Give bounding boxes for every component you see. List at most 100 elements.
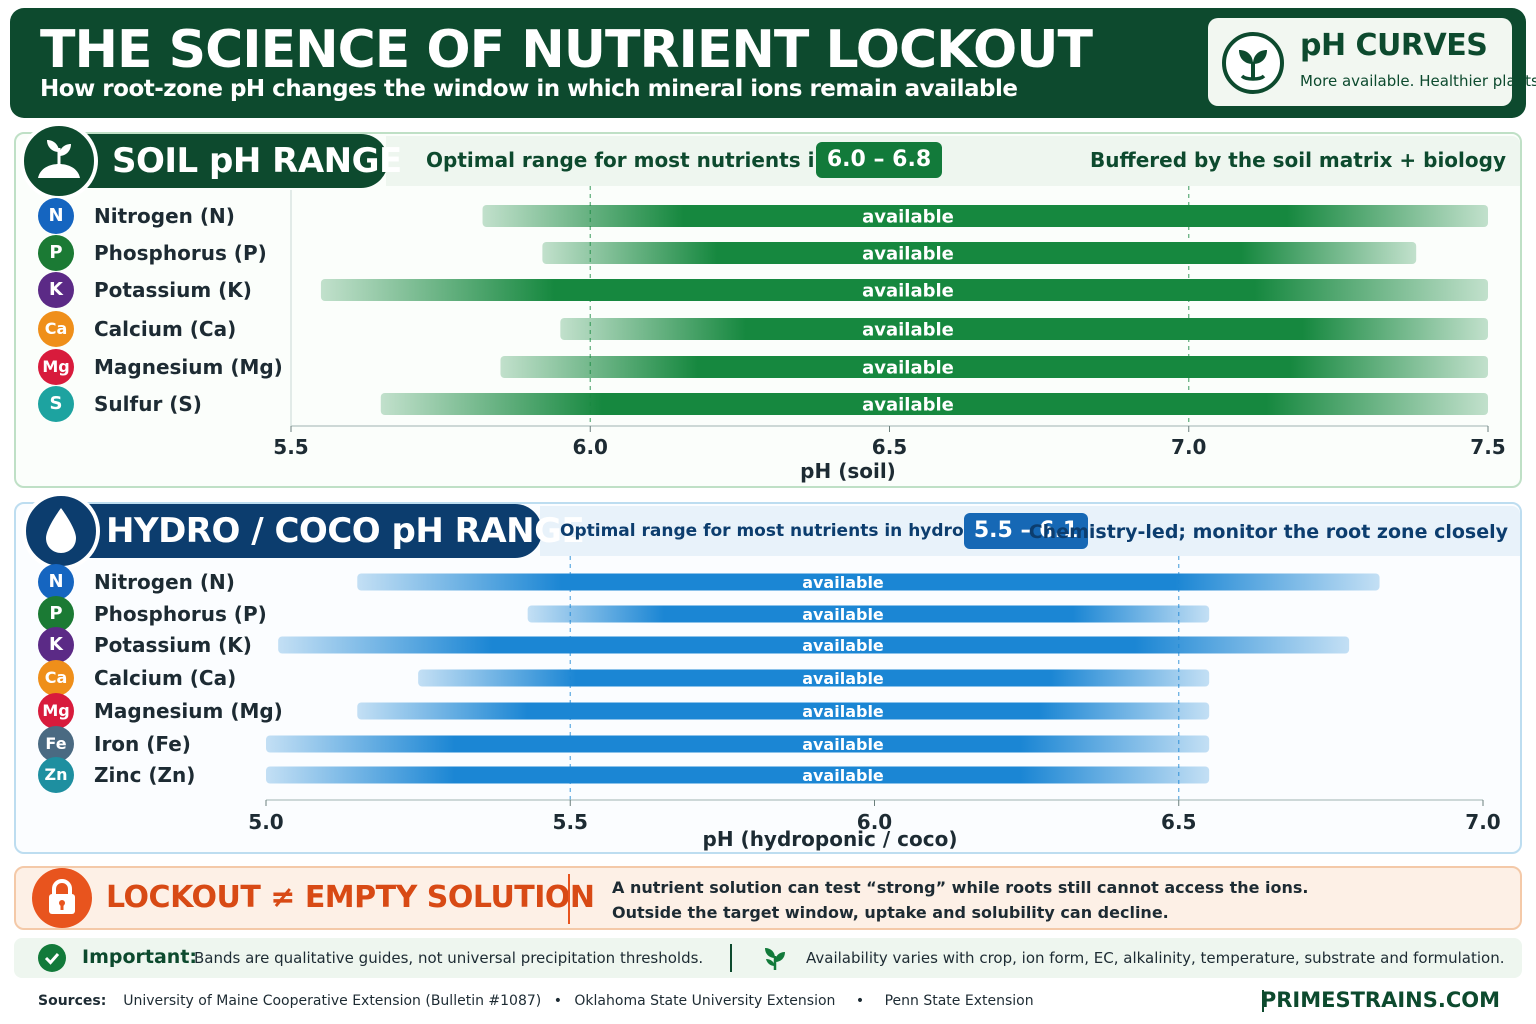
hydro-tick-label: 5.5 bbox=[553, 810, 588, 834]
hydro-bar-label: available bbox=[802, 605, 884, 624]
brand-link[interactable]: PRIMESTRAINS.COM bbox=[1260, 988, 1500, 1012]
hydro-bar-zn bbox=[266, 766, 1210, 784]
soil-bar-p bbox=[542, 242, 1417, 264]
lockout-line-2: Outside the target window, uptake and so… bbox=[612, 903, 1169, 922]
nutrient-name: Nitrogen (N) bbox=[94, 570, 235, 594]
nutrient-name: Potassium (K) bbox=[94, 633, 252, 657]
nutrient-symbol-badge: N bbox=[38, 198, 74, 234]
hydro-bar-k bbox=[278, 636, 1350, 654]
hydro-x-axis-label: pH (hydroponic / coco) bbox=[703, 827, 958, 851]
nutrient-name: Calcium (Ca) bbox=[94, 317, 237, 341]
nutrient-name: Phosphorus (P) bbox=[94, 241, 267, 265]
soil-bar-label: available bbox=[862, 280, 954, 301]
hydro-bar-label: available bbox=[802, 669, 884, 688]
water-drop-icon bbox=[22, 492, 100, 570]
soil-section-tab: SOIL pH RANGE bbox=[60, 134, 402, 188]
badge-subtitle: More available. Healthier plants. bbox=[1300, 72, 1536, 90]
check-icon bbox=[38, 944, 66, 972]
nutrient-name: Zinc (Zn) bbox=[94, 763, 196, 787]
nutrient-symbol-badge: K bbox=[38, 272, 74, 308]
nutrient-symbol-badge: Ca bbox=[38, 311, 74, 347]
important-text: Bands are qualitative guides, not univer… bbox=[194, 949, 704, 967]
nutrient-name: Calcium (Ca) bbox=[94, 666, 237, 690]
nutrient-name: Nitrogen (N) bbox=[94, 204, 235, 228]
source-separator: • bbox=[855, 993, 865, 1009]
important-text-2: Availability varies with crop, ion form,… bbox=[806, 949, 1505, 967]
soil-tick-label: 6.5 bbox=[872, 435, 907, 459]
page-title: THE SCIENCE OF NUTRIENT LOCKOUT bbox=[40, 20, 1093, 80]
leaf-icon bbox=[760, 944, 790, 972]
lockout-title: LOCKOUT ≠ EMPTY SOLUTION bbox=[106, 880, 595, 915]
nutrient-name: Magnesium (Mg) bbox=[94, 355, 283, 379]
hydro-bar-fe bbox=[266, 735, 1210, 753]
soil-bar-k bbox=[320, 279, 1488, 301]
soil-optimal-label: Optimal range for most nutrients in soil… bbox=[426, 148, 884, 172]
nutrient-name: Sulfur (S) bbox=[94, 392, 202, 416]
source-1: University of Maine Cooperative Extensio… bbox=[123, 993, 542, 1009]
nutrient-symbol-badge: Ca bbox=[38, 660, 74, 696]
soil-bar-label: available bbox=[862, 206, 954, 227]
soil-optimal-value: 6.0 – 6.8 bbox=[816, 142, 942, 178]
header-banner: THE SCIENCE OF NUTRIENT LOCKOUT How root… bbox=[10, 8, 1536, 118]
hydro-bar-n bbox=[357, 573, 1380, 591]
soil-tick-label: 5.5 bbox=[273, 435, 308, 459]
hydro-bar-label: available bbox=[802, 636, 884, 655]
soil-bar-label: available bbox=[862, 357, 954, 378]
nutrient-symbol-badge: S bbox=[38, 386, 74, 422]
ph-curves-badge: pH CURVES More available. Healthier plan… bbox=[1208, 18, 1536, 106]
nutrient-name: Iron (Fe) bbox=[94, 732, 191, 756]
soil-optimal-strip bbox=[386, 136, 1520, 186]
source-3: Penn State Extension bbox=[884, 993, 1034, 1009]
hydro-section-tab: HYDRO / COCO pH RANGE bbox=[60, 504, 585, 558]
soil-tick-label: 7.5 bbox=[1470, 435, 1505, 459]
soil-section-title: SOIL pH RANGE bbox=[112, 141, 402, 181]
badge-title: pH CURVES bbox=[1300, 28, 1488, 63]
nutrient-name: Potassium (K) bbox=[94, 278, 252, 302]
soil-bar-n bbox=[482, 205, 1488, 227]
nutrient-symbol-badge: N bbox=[38, 564, 74, 600]
soil-note: Buffered by the soil matrix + biology bbox=[1090, 148, 1506, 172]
soil-bar-label: available bbox=[862, 243, 954, 264]
important-label: Important: bbox=[82, 946, 198, 968]
nutrient-symbol-badge: P bbox=[38, 596, 74, 632]
hydro-bar-label: available bbox=[802, 766, 884, 785]
footer-divider bbox=[1262, 990, 1264, 1012]
lockout-divider bbox=[568, 874, 570, 924]
nutrient-symbol-badge: K bbox=[38, 627, 74, 663]
hydro-bar-p bbox=[527, 605, 1210, 623]
source-separator: • bbox=[553, 993, 562, 1009]
sources-label: Sources: bbox=[38, 993, 107, 1009]
soil-bar-mg bbox=[500, 356, 1489, 378]
soil-bar-s bbox=[380, 393, 1488, 415]
soil-bar-label: available bbox=[862, 319, 954, 340]
hydro-tick-label: 5.0 bbox=[248, 810, 283, 834]
source-2: Oklahoma State University Extension bbox=[574, 993, 836, 1009]
hydro-bar-label: available bbox=[802, 702, 884, 721]
soil-bar-label: available bbox=[862, 394, 954, 415]
nutrient-symbol-badge: Zn bbox=[38, 757, 74, 793]
nutrient-name: Magnesium (Mg) bbox=[94, 699, 283, 723]
nutrient-symbol-badge: Fe bbox=[38, 726, 74, 762]
nutrient-name: Phosphorus (P) bbox=[94, 602, 267, 626]
soil-panel bbox=[14, 132, 1522, 488]
nutrient-symbol-badge: Mg bbox=[38, 349, 74, 385]
hydro-bar-mg bbox=[357, 702, 1210, 720]
soil-bar-ca bbox=[560, 318, 1488, 340]
hydro-bar-label: available bbox=[802, 573, 884, 592]
nutrient-symbol-badge: Mg bbox=[38, 693, 74, 729]
hydro-optimal-label: Optimal range for most nutrients in hydr… bbox=[560, 521, 1083, 541]
soil-tick-label: 6.0 bbox=[573, 435, 608, 459]
hydro-tick-label: 7.0 bbox=[1465, 810, 1500, 834]
hydro-note: Chemistry-led; monitor the root zone clo… bbox=[1028, 521, 1508, 543]
hydro-tick-label: 6.0 bbox=[857, 810, 892, 834]
soil-x-axis-label: pH (soil) bbox=[800, 459, 896, 483]
soil-tick-label: 7.0 bbox=[1171, 435, 1206, 459]
hydro-optimal-value: 5.5 – 6.1 bbox=[964, 513, 1088, 549]
hydro-tick-label: 6.5 bbox=[1161, 810, 1196, 834]
nutrient-symbol-badge: P bbox=[38, 235, 74, 271]
page-subtitle: How root-zone pH changes the window in w… bbox=[40, 76, 1018, 102]
lockout-banner: LOCKOUT ≠ EMPTY SOLUTION A nutrient solu… bbox=[14, 866, 1522, 930]
hydro-bar-ca bbox=[418, 669, 1210, 687]
hydro-bar-label: available bbox=[802, 735, 884, 754]
